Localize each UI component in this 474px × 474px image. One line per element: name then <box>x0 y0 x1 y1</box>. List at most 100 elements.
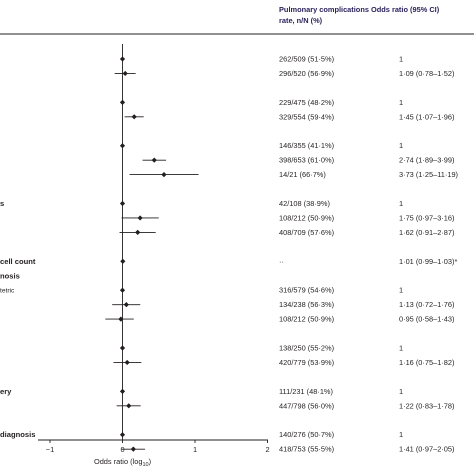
forest-row: 134/238 (56·3%) 1·13 (0·72–1·76) <box>112 300 454 309</box>
odds-ratio-value: 1 <box>399 286 403 295</box>
complication-rate: ·· <box>279 257 284 266</box>
forest-row: 398/653 (61·0%) 2·74 (1·89–3·99) <box>142 156 454 165</box>
complication-rate: 138/250 (55·2%) <box>279 344 334 353</box>
odds-ratio-header: Odds ratio (95% CI) <box>371 5 440 14</box>
x-tick-label: 2 <box>265 445 269 454</box>
odds-ratio-value: 1 <box>399 141 403 150</box>
row-label: ery <box>0 387 12 396</box>
point-estimate <box>122 70 128 77</box>
odds-ratio-value: 1 <box>399 430 403 439</box>
x-axis-label-subscript: 10 <box>142 462 148 468</box>
forest-row: 108/212 (50·9%) 0·95 (0·58–1·43) <box>105 315 454 324</box>
forest-row: 408/709 (57·6%) 1·62 (0·91–2·87) <box>119 228 454 237</box>
forest-row: 111/231 (48·1%) 1 <box>119 387 403 396</box>
odds-ratio-value: 1·62 (0·91–2·87) <box>399 228 454 237</box>
point-estimate <box>119 432 126 438</box>
row-label: diagnosis <box>0 430 35 439</box>
rate-header-line1: Pulmonary complications <box>279 5 369 14</box>
odds-ratio-value: 1·16 (0·75–1·82) <box>399 358 454 367</box>
point-estimate <box>119 287 126 293</box>
odds-ratio-value: 2·74 (1·89–3·99) <box>399 156 454 165</box>
row-label: s <box>0 199 4 208</box>
complication-rate: 447/798 (56·0%) <box>279 401 334 410</box>
forest-rows: 262/509 (51·5%) 1 296/520 (56·9%) 1·09 (0·7… <box>105 55 458 454</box>
forest-row: 42/108 (38·9%) 1 <box>119 199 403 208</box>
complication-rate: 420/779 (53·9%) <box>279 358 334 367</box>
point-estimate <box>123 302 129 308</box>
odds-ratio-value: 1 <box>399 344 403 353</box>
odds-ratio-value: 1·22 (0·83–1·78) <box>399 401 454 410</box>
forest-row: 108/212 (50·9%) 1·75 (0·97–3·16) <box>121 213 454 222</box>
complication-rate: 146/355 (41·1%) <box>279 141 334 150</box>
x-axis-label: Odds ratio (log10) <box>94 457 151 468</box>
point-estimate <box>119 143 126 149</box>
rate-header-line2: rate, n/N (%) <box>279 16 323 25</box>
complication-rate: 398/653 (61·0%) <box>279 156 334 165</box>
forest-row: 420/779 (53·9%) 1·16 (0·75–1·82) <box>113 358 454 367</box>
complication-rate: 134/238 (56·3%) <box>279 300 334 309</box>
complication-rate: 140/276 (50·7%) <box>279 430 334 439</box>
complication-rate: 42/108 (38·9%) <box>279 199 330 208</box>
complication-rate: 229/475 (48·2%) <box>279 98 334 107</box>
forest-row: 140/276 (50·7%) 1 <box>119 430 403 439</box>
point-estimate <box>120 258 126 264</box>
forest-row: 418/753 (55·5%) 1·41 (0·97–2·05) <box>121 445 454 454</box>
odds-ratio-value: 1·41 (0·97–2·05) <box>399 445 454 454</box>
x-tick-label: −1 <box>46 445 54 454</box>
forest-row: 229/475 (48·2%) 1 <box>119 98 403 107</box>
x-axis-label-main: Odds ratio (log <box>94 457 142 466</box>
x-tick-label: 1 <box>193 445 197 454</box>
complication-rate: 316/579 (54·6%) <box>279 286 334 295</box>
odds-ratio-value: 1 <box>399 98 403 107</box>
forest-row: 296/520 (56·9%) 1·09 (0·78–1·52) <box>114 69 454 78</box>
odds-ratio-value: 1·09 (0·78–1·52) <box>399 69 454 78</box>
odds-ratio-value: 1·01 (0·99–1·03)* <box>399 257 457 266</box>
complication-rate: 14/21 (66·7%) <box>279 170 326 179</box>
point-estimate <box>119 56 126 62</box>
point-estimate <box>135 229 141 235</box>
odds-ratio-value: 1 <box>399 387 403 396</box>
row-label: tetric <box>0 288 15 295</box>
point-estimate <box>124 359 130 366</box>
point-estimate <box>161 172 167 178</box>
row-labels: s cell count nosis tetric ery diagnosis <box>0 199 36 439</box>
complication-rate: 108/212 (50·9%) <box>279 315 334 324</box>
point-estimate <box>151 157 157 163</box>
x-axis-ticks: −1012 <box>46 440 270 454</box>
complication-rate: 418/753 (55·5%) <box>279 445 334 454</box>
forest-row: 316/579 (54·6%) 1 <box>119 286 403 295</box>
complication-rate: 329/554 (59·4%) <box>279 112 334 121</box>
point-estimate <box>119 388 126 394</box>
point-estimate <box>131 114 137 120</box>
point-estimate <box>130 446 136 452</box>
odds-ratio-value: 0·95 (0·58–1·43) <box>399 315 454 324</box>
odds-ratio-value: 1·13 (0·72–1·76) <box>399 300 454 309</box>
complication-rate: 262/509 (51·5%) <box>279 55 334 64</box>
point-estimate <box>137 215 143 221</box>
forest-row: ·· 1·01 (0·99–1·03)* <box>120 257 457 266</box>
point-estimate <box>119 99 126 105</box>
point-estimate <box>118 316 124 322</box>
forest-row: 14/21 (66·7%) 3·73 (1·25–11·19) <box>129 170 458 179</box>
x-axis-label-close: ) <box>149 457 151 466</box>
forest-row: 329/554 (59·4%) 1·45 (1·07–1·96) <box>124 112 454 121</box>
forest-row: 138/250 (55·2%) 1 <box>119 344 403 353</box>
odds-ratio-value: 1 <box>399 55 403 64</box>
odds-ratio-value: 1·75 (0·97–3·16) <box>399 213 454 222</box>
row-label: cell count <box>0 257 36 266</box>
odds-ratio-value: 1·45 (1·07–1·96) <box>399 112 454 121</box>
forest-row: 262/509 (51·5%) 1 <box>119 55 403 64</box>
complication-rate: 408/709 (57·6%) <box>279 228 334 237</box>
odds-ratio-value: 3·73 (1·25–11·19) <box>399 170 458 179</box>
complication-rate: 111/231 (48·1%) <box>279 387 333 396</box>
forest-row: 146/355 (41·1%) 1 <box>119 141 403 150</box>
complication-rate: 296/520 (56·9%) <box>279 69 334 78</box>
row-label: nosis <box>0 271 20 280</box>
point-estimate <box>119 200 126 207</box>
complication-rate: 108/212 (50·9%) <box>279 213 334 222</box>
odds-ratio-value: 1 <box>399 199 403 208</box>
point-estimate <box>126 403 132 409</box>
point-estimate <box>119 345 126 351</box>
forest-row: 447/798 (56·0%) 1·22 (0·83–1·78) <box>116 401 454 410</box>
